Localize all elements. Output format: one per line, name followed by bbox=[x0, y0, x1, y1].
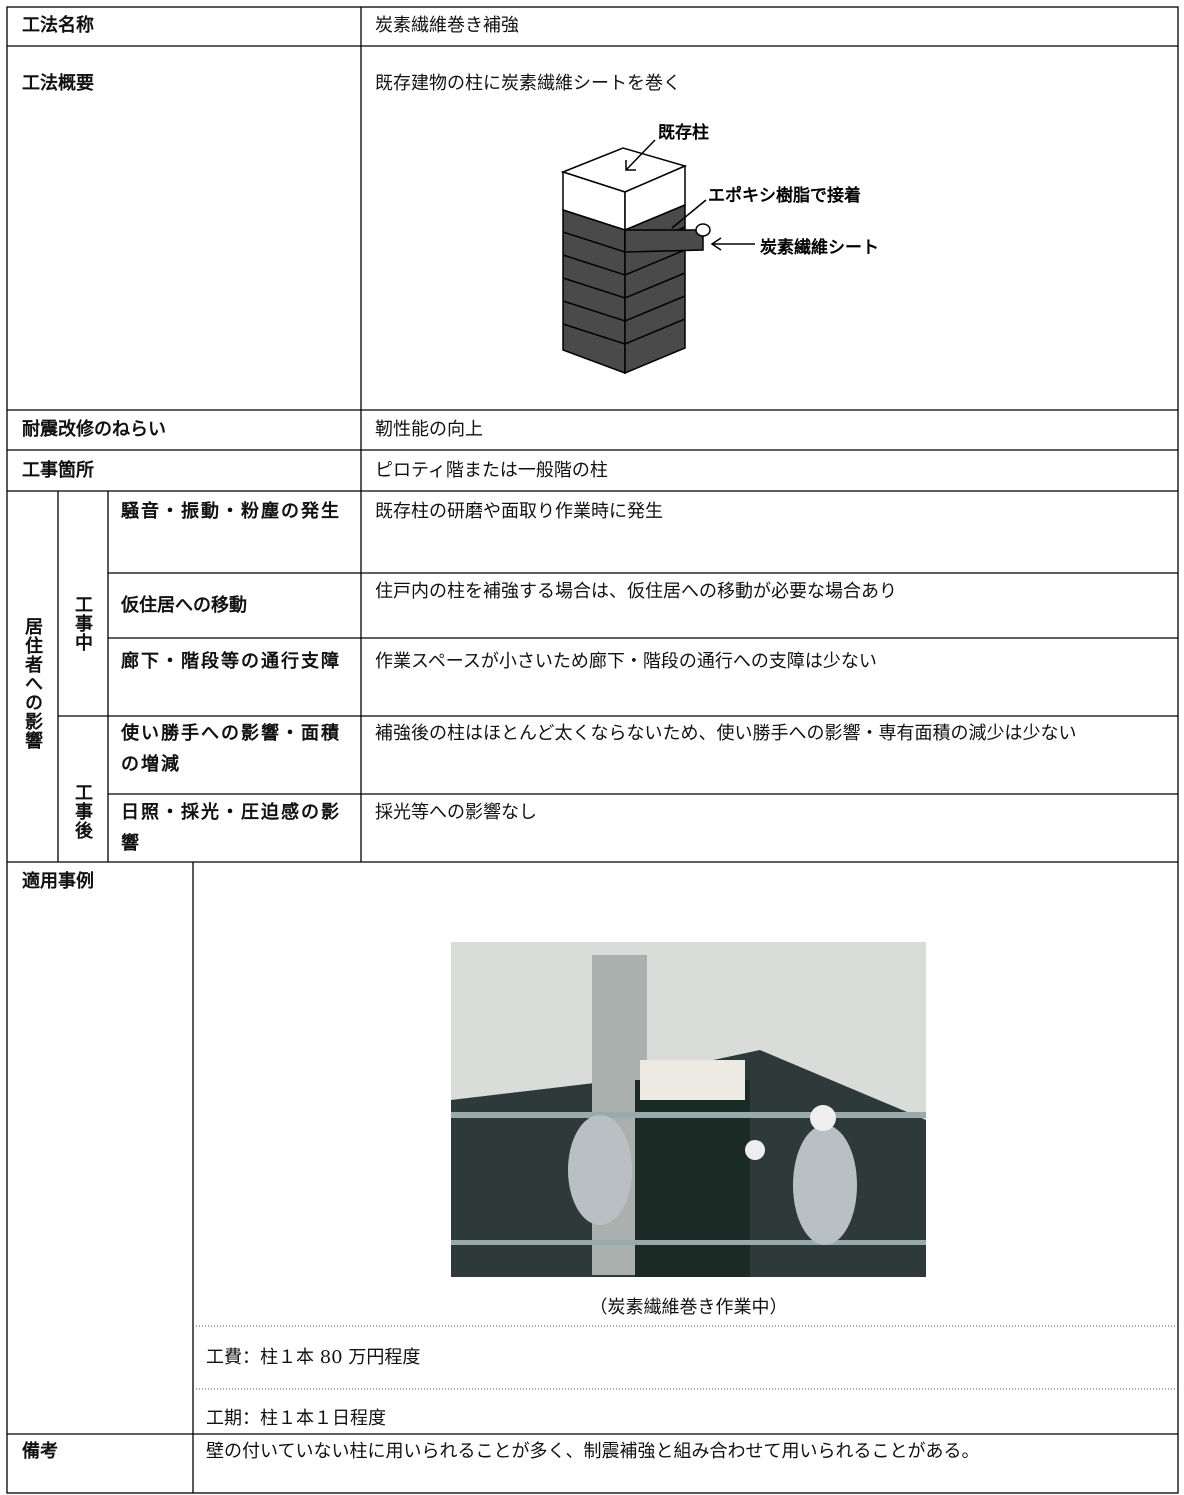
label: 工法概要 bbox=[22, 73, 94, 94]
label: 工法名称 bbox=[22, 15, 94, 36]
value: 既存建物の柱に炭素繊維シートを巻く bbox=[375, 73, 681, 94]
label: 工事箇所 bbox=[22, 460, 94, 481]
diagram-label: エポキシ樹脂で接着 bbox=[708, 186, 861, 206]
item-label: 使い勝手への影響・面積の増減 bbox=[121, 723, 341, 775]
item-label: 廊下・階段等の通行支障 bbox=[121, 651, 341, 672]
cost: 工費：柱１本 80 万円程度 bbox=[206, 1347, 421, 1368]
value: 壁の付いていない柱に用いられることが多く、制震補強と組み合わせて用いられることが… bbox=[206, 1441, 980, 1462]
group-label: 工事中 bbox=[72, 595, 93, 652]
label: 耐震改修のねらい bbox=[22, 419, 166, 440]
value: 炭素繊維巻き補強 bbox=[375, 15, 519, 36]
value: ピロティ階または一般階の柱 bbox=[375, 460, 608, 481]
caption: （炭素繊維巻き作業中） bbox=[589, 1297, 788, 1318]
item-value: 作業スペースが小さいため廊下・階段の通行への支障は少ない bbox=[375, 651, 877, 672]
impact-label: 居住者への影響 bbox=[22, 617, 43, 750]
group-label: 工事後 bbox=[72, 783, 93, 840]
item-value: 既存柱の研磨や面取り作業時に発生 bbox=[375, 501, 663, 522]
column-diagram bbox=[560, 139, 755, 375]
item-value: 住戸内の柱を補強する場合は、仮住居への移動が必要な場合あり bbox=[375, 581, 897, 602]
diagram-label: 炭素繊維シート bbox=[760, 238, 879, 258]
item-value: 採光等への影響なし bbox=[375, 802, 537, 823]
item-label: 仮住居への移動 bbox=[121, 595, 247, 616]
period: 工期：柱１本１日程度 bbox=[206, 1408, 386, 1429]
label: 適用事例 bbox=[22, 871, 94, 892]
item-value: 補強後の柱はほとんど太くならないため、使い勝手への影響・専有面積の減少は少ない bbox=[375, 723, 1077, 744]
diagram-label: 既存柱 bbox=[658, 123, 709, 143]
item-label: 日照・採光・圧迫感の影響 bbox=[121, 802, 341, 854]
label: 備考 bbox=[22, 1441, 58, 1462]
item-label: 騒音・振動・粉塵の発生 bbox=[121, 501, 341, 522]
value: 靭性能の向上 bbox=[375, 419, 483, 440]
photo bbox=[451, 942, 926, 1277]
